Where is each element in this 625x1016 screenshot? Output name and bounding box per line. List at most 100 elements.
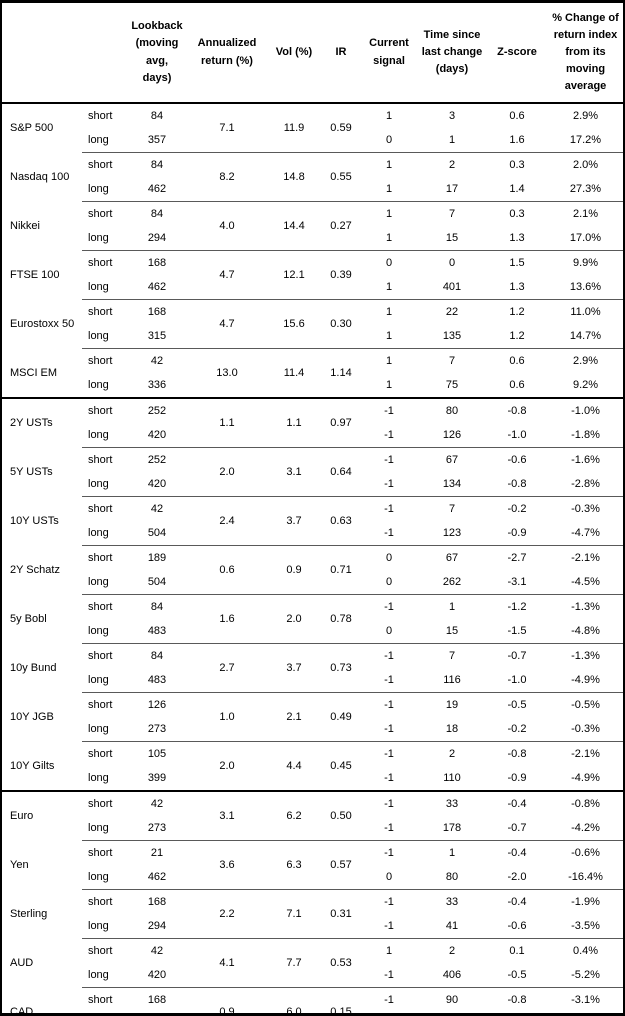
pct-change-value: -4.7% (571, 527, 600, 539)
lookback-value: 357 (147, 134, 167, 146)
zscore-value: -0.6 (507, 920, 527, 932)
ir-value: 0.71 (318, 545, 364, 595)
annualized-return-value: 1.1 (184, 397, 270, 448)
pct-change-value: -3.5% (571, 920, 600, 932)
pct-change-value: -1.3% (544, 594, 623, 619)
side-label: short (82, 201, 130, 226)
annualized-return-value: 2.4 (184, 496, 270, 546)
current-signal-value: 1 (385, 379, 393, 391)
zscore-value: -0.4 (490, 790, 544, 816)
lookback-value: 21 (130, 840, 184, 865)
lookback-value: 273 (147, 822, 167, 834)
time-since-value: 262 (442, 576, 462, 588)
lookback-value: 504 (130, 1012, 184, 1013)
vol-value: 4.4 (270, 741, 318, 791)
pct-change-value: 17.0% (569, 232, 602, 244)
current-signal-value: 1 (364, 299, 414, 324)
current-signal-value: -1 (384, 822, 394, 834)
side-label: short (82, 397, 130, 423)
pct-change-value: -1.8% (571, 429, 600, 441)
side-label: short (82, 545, 130, 570)
side-label: short (82, 741, 130, 766)
asset-name: 10Y JGB (10, 711, 54, 723)
lookback-value: 42 (130, 790, 184, 816)
time-since-value: 3 (448, 110, 456, 122)
vol-value: 6.3 (270, 840, 318, 890)
pct-change-value: -0.6% (544, 840, 623, 865)
ir-value: 0.64 (318, 447, 364, 497)
current-signal-value: -1 (384, 723, 394, 735)
current-signal-value: 0 (385, 625, 393, 637)
time-since-value: 2 (414, 938, 490, 963)
side-label: long (88, 379, 109, 391)
side-label: long (88, 527, 109, 539)
zscore-value: -2.0 (507, 871, 527, 883)
pct-change-value: 2.1% (544, 201, 623, 226)
asset-name: FTSE 100 (10, 269, 60, 281)
lookback-value: 84 (150, 110, 164, 122)
side-label: long (88, 772, 109, 784)
ir-value: 0.31 (318, 889, 364, 939)
time-since-value: 19 (414, 692, 490, 717)
lookback-value: 168 (130, 250, 184, 275)
zscore-value: -0.8 (507, 478, 527, 490)
pct-change-value: 14.7% (569, 330, 602, 342)
current-signal-value: -1 (384, 674, 394, 686)
time-since-value: 22 (414, 299, 490, 324)
annualized-return-value: 2.7 (184, 643, 270, 693)
time-since-value: 1 (414, 594, 490, 619)
side-label: short (82, 889, 130, 914)
zscore-value: 1.4 (509, 183, 525, 195)
current-signal-value: 1 (364, 938, 414, 963)
side-label: long (88, 232, 109, 244)
time-since-value: 33 (414, 790, 490, 816)
current-signal-value: -1 (384, 772, 394, 784)
zscore-value: -1.5 (507, 625, 527, 637)
zscore-value: 0.6 (490, 348, 544, 373)
pct-change-value: 0.4% (544, 938, 623, 963)
current-signal-value: -1 (384, 478, 394, 490)
header-zscore: Z-score (490, 3, 544, 104)
vol-value: 1.1 (270, 397, 318, 448)
time-since-value: 7 (414, 348, 490, 373)
vol-value: 3.7 (270, 643, 318, 693)
time-since-value: 110 (443, 772, 461, 784)
asset-name: Nikkei (10, 220, 40, 232)
pct-change-value: -5.2% (571, 969, 600, 981)
zscore-value: -0.5 (507, 969, 527, 981)
time-since-value: 116 (443, 674, 461, 686)
header-current-signal: Current signal (364, 3, 414, 104)
time-since-value: 7 (414, 201, 490, 226)
time-since-value: 134 (442, 478, 462, 490)
vol-value: 12.1 (270, 250, 318, 300)
side-label: long (88, 920, 109, 932)
current-signal-value: -1 (364, 987, 414, 1012)
side-label: short (82, 594, 130, 619)
header-vol: Vol (%) (270, 3, 318, 104)
asset-name: CAD (10, 1005, 34, 1016)
asset-row-long: long 483 -1 116 -1.0 -4.9% (2, 668, 623, 693)
zscore-value: 1.3 (509, 281, 525, 293)
asset-row-long: long 462 1 401 1.3 13.6% (2, 275, 623, 300)
pct-change-value: 9.9% (544, 250, 623, 275)
annualized-return-value: 3.6 (184, 840, 270, 890)
side-label: long (88, 625, 109, 637)
ir-value: 0.53 (318, 938, 364, 988)
asset-row-long: long 462 0 80 -2.0 -16.4% (2, 865, 623, 890)
pct-change-value: -1.9% (544, 889, 623, 914)
current-signal-value: 1 (385, 183, 393, 195)
lookback-value: 483 (147, 625, 167, 637)
time-since-value: 7 (414, 496, 490, 521)
zscore-value: -0.4 (490, 840, 544, 865)
asset-name: MSCI EM (10, 366, 58, 379)
pct-change-value: 17.2% (569, 134, 602, 146)
vol-value: 15.6 (270, 299, 318, 349)
zscore-value: 0.6 (509, 379, 525, 391)
ir-value: 0.39 (318, 250, 364, 300)
lookback-value: 420 (147, 429, 167, 441)
pct-change-value: -0.8% (544, 790, 623, 816)
asset-row-short: 5y Bobl short 84 1.6 2.0 0.78 -1 1 -1.2 -1.3% (2, 594, 623, 644)
current-signal-value: -1 (364, 594, 414, 619)
lookback-value: 105 (130, 741, 184, 766)
asset-row-long: long 420 -1 126 -1.0 -1.8% (2, 423, 623, 448)
